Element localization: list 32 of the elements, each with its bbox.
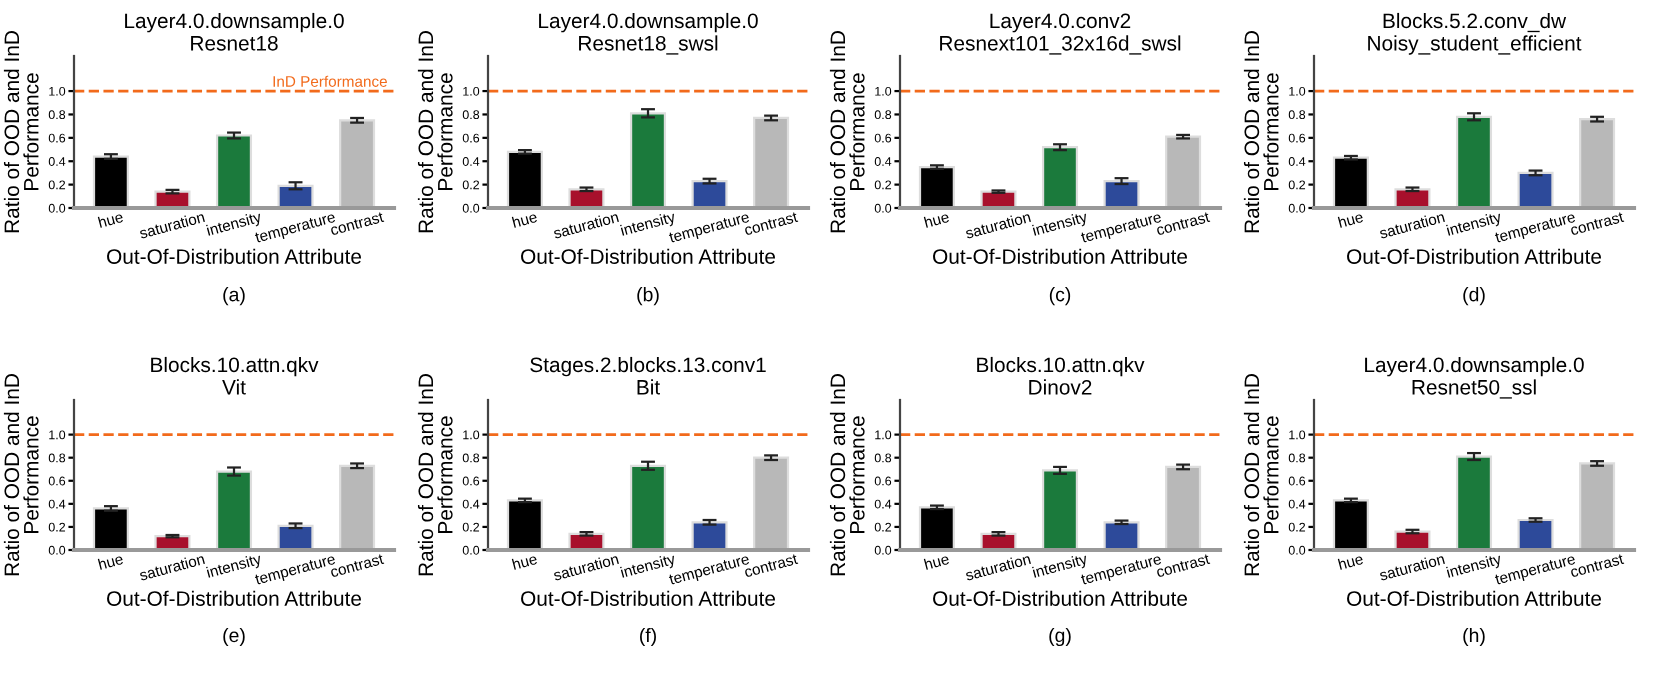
x-axis-title: Out-Of-Distribution Attribute [521, 590, 776, 606]
chart-title: Blocks.5.2.conv_dw Noisy_student_efficient [1368, 12, 1582, 55]
x-axis-title: Out-Of-Distribution Attribute [1347, 248, 1602, 264]
x-axis-title: Out-Of-Distribution Attribute [1347, 590, 1602, 606]
text: (g) [1049, 627, 1071, 647]
chart-title: Layer4.0.downsample.0 Resnet50_ssl [1365, 356, 1584, 399]
chart-title: Layer4.0.conv2 Resnext101_32x16d_swsl [940, 13, 1181, 55]
text: (c) [1049, 287, 1071, 306]
text: (a) [223, 287, 245, 306]
y-axis-title: Ratio of OOD and InD Performance [829, 31, 865, 233]
y-axis-title: Ratio of OOD and InD Performance [3, 31, 39, 233]
text: (d) [1463, 287, 1485, 306]
chart-title: Blocks.10.attn.qkv Vit [151, 356, 319, 395]
y-axis-title: Ratio of OOD and InD Performance [829, 374, 865, 576]
text: (b) [637, 287, 659, 306]
x-axis-title: Out-Of-Distribution Attribute [933, 590, 1188, 606]
x-axis-title: Out-Of-Distribution Attribute [107, 590, 362, 606]
y-axis-title: Ratio of OOD and InD Performance [3, 374, 39, 576]
x-axis-title: Out-Of-Distribution Attribute [933, 248, 1188, 264]
y-axis-title: Ratio of OOD and InD Performance [417, 374, 453, 576]
y-axis-title: Ratio of OOD and InD Performance [1243, 374, 1279, 576]
chart-title: Stages.2.blocks.13.conv1 Bit [530, 356, 766, 395]
text: (h) [1463, 627, 1485, 647]
x-axis-title: Out-Of-Distribution Attribute [107, 248, 362, 264]
y-axis-title: Ratio of OOD and InD Performance [417, 31, 453, 233]
chart-title: Layer4.0.downsample.0 Resnet18 [125, 12, 344, 51]
chart-title: Blocks.10.attn.qkv Dinov2 [977, 356, 1145, 395]
chart-title: Layer4.0.downsample.0 Resnet18_swsl [539, 12, 758, 55]
text: (f) [640, 627, 656, 647]
text: (e) [223, 627, 245, 647]
x-axis-title: Out-Of-Distribution Attribute [521, 248, 776, 264]
y-axis-title: Ratio of OOD and InD Performance [1243, 31, 1279, 233]
